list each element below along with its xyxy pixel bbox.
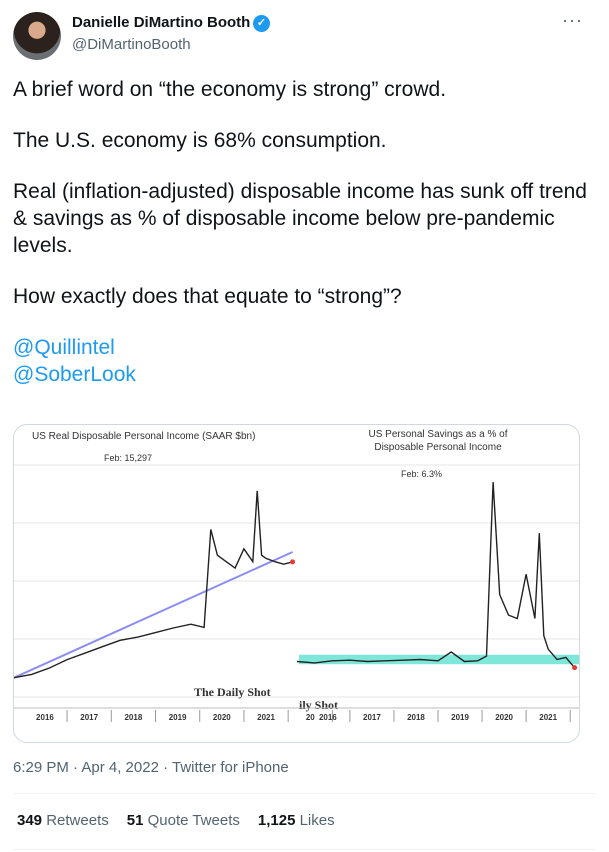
x-tick-label: 2021	[539, 713, 557, 722]
more-options-icon[interactable]: ···	[562, 10, 583, 30]
trend-line	[14, 551, 293, 679]
chart-annotation: Feb: 15,297	[104, 453, 152, 463]
watermark: The Daily Shot	[194, 685, 271, 699]
tweet-line: A brief word on “the economy is strong” …	[13, 78, 447, 101]
x-tick-label: 2016	[319, 713, 337, 722]
avatar[interactable]	[13, 12, 61, 60]
x-tick-label: 2019	[451, 713, 469, 722]
author-handle[interactable]: @DiMartinoBooth	[72, 36, 191, 53]
x-tick-label: 2020	[213, 713, 231, 722]
retweets-stat[interactable]: 349 Retweets	[17, 812, 109, 829]
tweet-text: A brief word on “the economy is strong” …	[13, 76, 593, 388]
end-marker	[290, 559, 296, 565]
chart-title-line: Disposable Personal Income	[374, 442, 502, 453]
quotes-stat[interactable]: 51 Quote Tweets	[126, 812, 240, 829]
x-tick-label: 2020	[495, 713, 513, 722]
charts-svg: US Real Disposable Personal Income (SAAR…	[14, 429, 579, 722]
tweet-line: The U.S. economy is 68% consumption.	[13, 129, 387, 152]
mention-link[interactable]: @SoberLook	[13, 363, 136, 386]
tweet-line: How exactly does that equate to “strong”…	[13, 285, 402, 308]
x-tick-label: 20	[306, 713, 315, 722]
tweet-stats: 349 Retweets 51 Quote Tweets 1,125 Likes	[17, 812, 335, 829]
end-marker	[572, 665, 578, 671]
likes-stat[interactable]: 1,125 Likes	[257, 812, 335, 829]
divider	[13, 849, 596, 850]
series-line	[296, 482, 576, 669]
chart-right: US Personal Savings as a % of Disposable …	[296, 429, 579, 722]
author-name[interactable]: Danielle DiMartino Booth	[72, 14, 251, 31]
tweet-media-image[interactable]: US Real Disposable Personal Income (SAAR…	[13, 424, 580, 743]
chart-annotation: Feb: 6.3%	[401, 469, 442, 479]
mention-link[interactable]: @Quillintel	[13, 336, 115, 359]
chart-title: US Real Disposable Personal Income (SAAR…	[32, 431, 255, 442]
x-tick-label: 2019	[169, 713, 187, 722]
chart-left: US Real Disposable Personal Income (SAAR…	[14, 431, 333, 722]
tweet-line: Real (inflation-adjusted) disposable inc…	[13, 180, 587, 257]
x-tick-label: 2021	[257, 713, 275, 722]
x-tick-label: 2016	[36, 713, 54, 722]
x-tick-label: 2018	[407, 713, 425, 722]
tweet-timestamp[interactable]: 6:29 PM · Apr 4, 2022 · Twitter for iPho…	[13, 759, 289, 776]
verified-badge-icon: ✓	[253, 15, 270, 32]
chart-title-line: US Personal Savings as a % of	[369, 429, 508, 440]
x-tick-label: 2018	[124, 713, 142, 722]
x-tick-label: 2017	[363, 713, 381, 722]
series-line	[14, 490, 293, 679]
chart-title: US Personal Savings as a % of Disposable …	[369, 429, 508, 453]
watermark: ily Shot	[299, 698, 338, 712]
divider	[13, 793, 596, 794]
x-tick-label: 2017	[80, 713, 98, 722]
